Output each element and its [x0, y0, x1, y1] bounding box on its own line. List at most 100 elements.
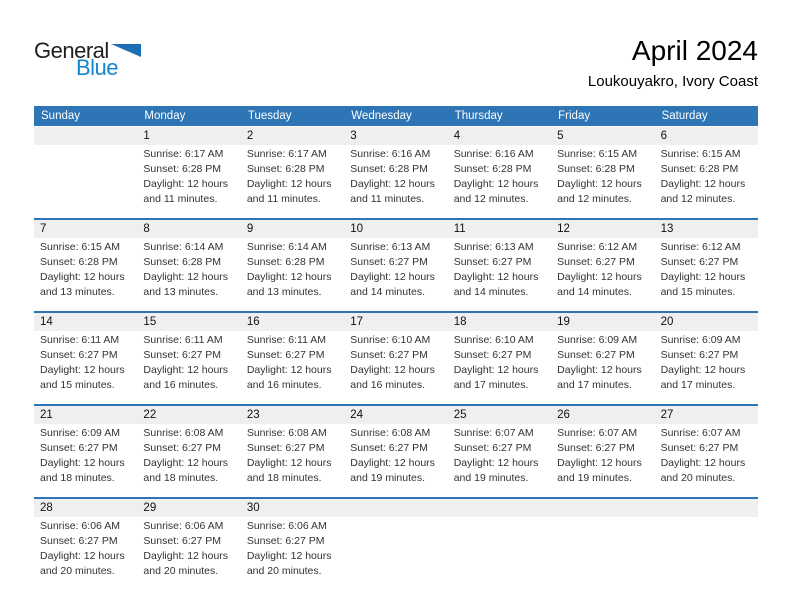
week-number-row: 21 22 23 24 25 26 27	[34, 406, 758, 424]
daylight-text: Daylight: 12 hours and 12 minutes.	[453, 178, 539, 205]
daylight-text: Daylight: 12 hours and 11 minutes.	[143, 178, 229, 205]
sunset-text: Sunset: 6:27 PM	[350, 442, 428, 454]
day-number: 14	[40, 316, 53, 328]
day-cell: Sunrise: 6:17 AM Sunset: 6:28 PM Daylight:…	[137, 147, 240, 207]
day-cell: Sunrise: 6:17 AM Sunset: 6:28 PM Daylight:…	[241, 147, 344, 207]
day-cell: Sunrise: 6:11 AM Sunset: 6:27 PM Daylight:…	[241, 333, 344, 393]
logo-general-label: General	[34, 38, 109, 63]
calendar-week: 21 22 23 24 25 26 27 Sunrise: 6:09 AM Sunset: 6:…	[34, 404, 758, 497]
sunrise-text: Sunrise: 6:10 AM	[453, 334, 534, 346]
sunrise-text: Sunrise: 6:09 AM	[557, 334, 638, 346]
day-cell: Sunrise: 6:11 AM Sunset: 6:27 PM Daylight:…	[34, 333, 137, 393]
day-cell: Sunrise: 6:08 AM Sunset: 6:27 PM Daylight:…	[241, 426, 344, 486]
day-number: 12	[557, 223, 570, 235]
day-number: 13	[660, 223, 674, 235]
sunset-text: Sunset: 6:27 PM	[557, 256, 635, 268]
daylight-text: Daylight: 12 hours and 18 minutes.	[40, 457, 125, 484]
daylight-text: Daylight: 12 hours and 18 minutes.	[246, 457, 332, 484]
sunrise-text: Sunrise: 6:06 AM	[40, 520, 120, 532]
daylight-text: Daylight: 12 hours and 19 minutes.	[453, 457, 539, 484]
daylight-text: Daylight: 12 hours and 12 minutes.	[660, 178, 746, 205]
sunrise-text: Sunrise: 6:07 AM	[453, 427, 534, 439]
sunset-text: Sunset: 6:28 PM	[40, 256, 118, 268]
sunrise-text: Sunrise: 6:14 AM	[246, 241, 327, 253]
day-cell: Sunrise: 6:08 AM Sunset: 6:27 PM Daylight:…	[137, 426, 240, 486]
day-number: 18	[453, 316, 467, 328]
sunset-text: Sunset: 6:27 PM	[143, 349, 222, 361]
sunset-text: Sunset: 6:28 PM	[453, 163, 532, 175]
week-number-row: 14 15 16 17 18 19 20	[34, 313, 758, 331]
sunset-text: Sunset: 6:28 PM	[143, 256, 222, 268]
sunrise-text: Sunrise: 6:12 AM	[660, 241, 741, 253]
sunset-text: Sunset: 6:27 PM	[143, 442, 222, 454]
weekday-header-saturday: Saturday	[661, 110, 708, 122]
calendar-table: Sunday Monday Tuesday Wednesday Thursday…	[34, 106, 758, 590]
day-number	[344, 499, 447, 517]
day-cell: Sunrise: 6:06 AM Sunset: 6:27 PM Daylight:…	[241, 519, 344, 579]
page-subtitle: Loukouyakro, Ivory Coast	[587, 73, 758, 90]
sunrise-text: Sunrise: 6:08 AM	[246, 427, 327, 439]
weekday-header-tuesday: Tuesday	[247, 110, 292, 122]
day-cell: Sunrise: 6:06 AM Sunset: 6:27 PM Daylight:…	[137, 519, 240, 579]
weekday-header-sunday: Sunday	[41, 110, 81, 122]
sunrise-text: Sunrise: 6:12 AM	[557, 241, 638, 253]
day-cell: Sunrise: 6:09 AM Sunset: 6:27 PM Daylight:…	[655, 333, 758, 393]
daylight-text: Daylight: 12 hours and 20 minutes.	[660, 457, 746, 484]
daylight-text: Daylight: 12 hours and 13 minutes.	[246, 271, 332, 298]
week-details-row: Sunrise: 6:06 AM Sunset: 6:27 PM Daylight:…	[34, 517, 758, 590]
week-number-row: 7 8 9 10 11 12 13	[34, 220, 758, 238]
day-cell: Sunrise: 6:13 AM Sunset: 6:27 PM Daylight:…	[448, 240, 551, 300]
day-cell: Sunrise: 6:07 AM Sunset: 6:27 PM Daylight:…	[448, 426, 551, 486]
sunset-text: Sunset: 6:27 PM	[660, 442, 739, 454]
weekday-header-wednesday: Wednesday	[351, 110, 412, 122]
day-number	[655, 499, 758, 517]
week-details-row: Sunrise: 6:15 AM Sunset: 6:28 PM Daylight:…	[34, 238, 758, 311]
day-number: 25	[453, 409, 467, 421]
day-cell	[344, 519, 447, 579]
sunrise-text: Sunrise: 6:08 AM	[350, 427, 431, 439]
day-cell: Sunrise: 6:09 AM Sunset: 6:27 PM Daylight:…	[34, 426, 137, 486]
day-cell: Sunrise: 6:07 AM Sunset: 6:27 PM Daylight:…	[655, 426, 758, 486]
sunrise-text: Sunrise: 6:07 AM	[660, 427, 741, 439]
day-number: 8	[143, 223, 150, 235]
day-cell: Sunrise: 6:16 AM Sunset: 6:28 PM Daylight:…	[448, 147, 551, 207]
calendar-week: 7 8 9 10 11 12 13 Sunrise: 6:15 AM Sunset: 6:28 …	[34, 218, 758, 311]
week-number-row: 1 2 3 4 5 6	[34, 127, 758, 145]
day-number: 23	[246, 409, 260, 421]
daylight-text: Daylight: 12 hours and 20 minutes.	[246, 550, 332, 577]
sunrise-text: Sunrise: 6:15 AM	[660, 148, 741, 160]
day-number: 11	[453, 223, 466, 235]
day-number: 29	[143, 502, 157, 514]
day-number: 7	[40, 223, 47, 235]
day-number: 9	[246, 223, 254, 235]
sunrise-text: Sunrise: 6:10 AM	[350, 334, 431, 346]
daylight-text: Daylight: 12 hours and 20 minutes.	[40, 550, 125, 577]
day-number: 10	[350, 223, 364, 235]
week-number-row: 28 29 30	[34, 499, 758, 517]
day-number: 1	[143, 130, 150, 142]
day-cell: Sunrise: 6:10 AM Sunset: 6:27 PM Daylight:…	[448, 333, 551, 393]
daylight-text: Daylight: 12 hours and 12 minutes.	[557, 178, 642, 205]
day-number: 16	[246, 316, 260, 328]
daylight-text: Daylight: 12 hours and 15 minutes.	[660, 271, 746, 298]
calendar-week: 14 15 16 17 18 19 20 Sunrise: 6:11 AM Sunset: 6:…	[34, 311, 758, 404]
day-number: 6	[660, 130, 667, 142]
day-cell: Sunrise: 6:12 AM Sunset: 6:27 PM Daylight:…	[551, 240, 654, 300]
daylight-text: Daylight: 12 hours and 14 minutes.	[350, 271, 435, 298]
day-cell: Sunrise: 6:11 AM Sunset: 6:27 PM Daylight:…	[137, 333, 240, 393]
sunset-text: Sunset: 6:27 PM	[453, 349, 532, 361]
daylight-text: Daylight: 12 hours and 13 minutes.	[40, 271, 125, 298]
day-number	[34, 127, 137, 145]
sunset-text: Sunset: 6:28 PM	[660, 163, 739, 175]
general-blue-logo: General Blue	[34, 36, 141, 79]
calendar-week: 28 29 30 Sunrise: 6:06 AM Sunset: 6:27 PM Day…	[34, 497, 758, 590]
sunrise-text: Sunrise: 6:06 AM	[143, 520, 224, 532]
daylight-text: Daylight: 12 hours and 19 minutes.	[350, 457, 435, 484]
day-cell: Sunrise: 6:06 AM Sunset: 6:27 PM Daylight:…	[34, 519, 137, 579]
daylight-text: Daylight: 12 hours and 11 minutes.	[246, 178, 332, 205]
sunset-text: Sunset: 6:27 PM	[453, 442, 532, 454]
sunset-text: Sunset: 6:27 PM	[246, 442, 325, 454]
day-number: 26	[557, 409, 570, 421]
day-cell: Sunrise: 6:09 AM Sunset: 6:27 PM Daylight:…	[551, 333, 654, 393]
